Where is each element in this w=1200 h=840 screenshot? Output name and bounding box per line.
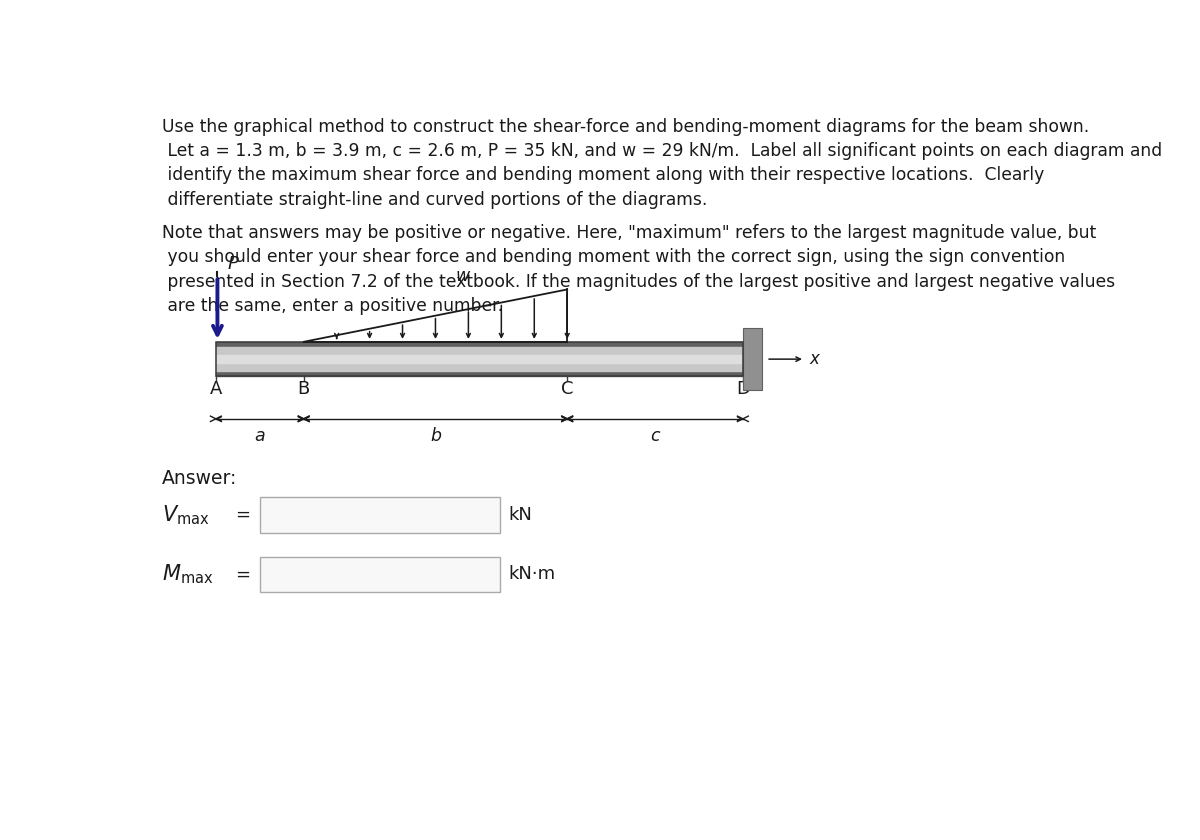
Text: are the same, enter a positive number.: are the same, enter a positive number. [162,297,503,315]
Text: $M_{\rm max}$: $M_{\rm max}$ [162,563,212,586]
Text: you should enter your shear force and bending moment with the correct sign, usin: you should enter your shear force and be… [162,249,1064,266]
Bar [216,342,743,376]
Text: b: b [430,427,440,444]
Text: A: A [210,380,222,397]
Bar [260,557,500,592]
Text: a: a [254,427,265,444]
Text: P: P [228,255,239,273]
Text: Use the graphical method to construct the shear-force and bending-moment diagram: Use the graphical method to construct th… [162,118,1088,136]
Text: =: = [235,506,251,524]
Text: C: C [560,380,574,397]
Text: Let a = 1.3 m, b = 3.9 m, c = 2.6 m, P = 35 kN, and w = 29 kN/m.  Label all sign: Let a = 1.3 m, b = 3.9 m, c = 2.6 m, P =… [162,142,1162,160]
Bar [260,497,500,533]
Text: identify the maximum shear force and bending moment along with their respective : identify the maximum shear force and ben… [162,166,1044,184]
Text: c: c [650,427,660,444]
Text: Note that answers may be positive or negative. Here, "maximum" refers to the lar: Note that answers may be positive or neg… [162,224,1096,242]
Text: Answer:: Answer: [162,469,238,488]
Bar [743,328,762,390]
Text: x: x [810,350,820,368]
Text: differentiate straight-line and curved portions of the diagrams.: differentiate straight-line and curved p… [162,191,707,208]
Text: w: w [456,267,469,285]
Text: $V_{\rm max}$: $V_{\rm max}$ [162,503,209,527]
Text: kN·m: kN·m [508,565,556,583]
Text: B: B [298,380,310,397]
Text: =: = [235,565,251,583]
Text: presented in Section 7.2 of the textbook. If the magnitudes of the largest posit: presented in Section 7.2 of the textbook… [162,272,1115,291]
Text: kN: kN [508,506,532,524]
Text: D: D [736,380,750,397]
